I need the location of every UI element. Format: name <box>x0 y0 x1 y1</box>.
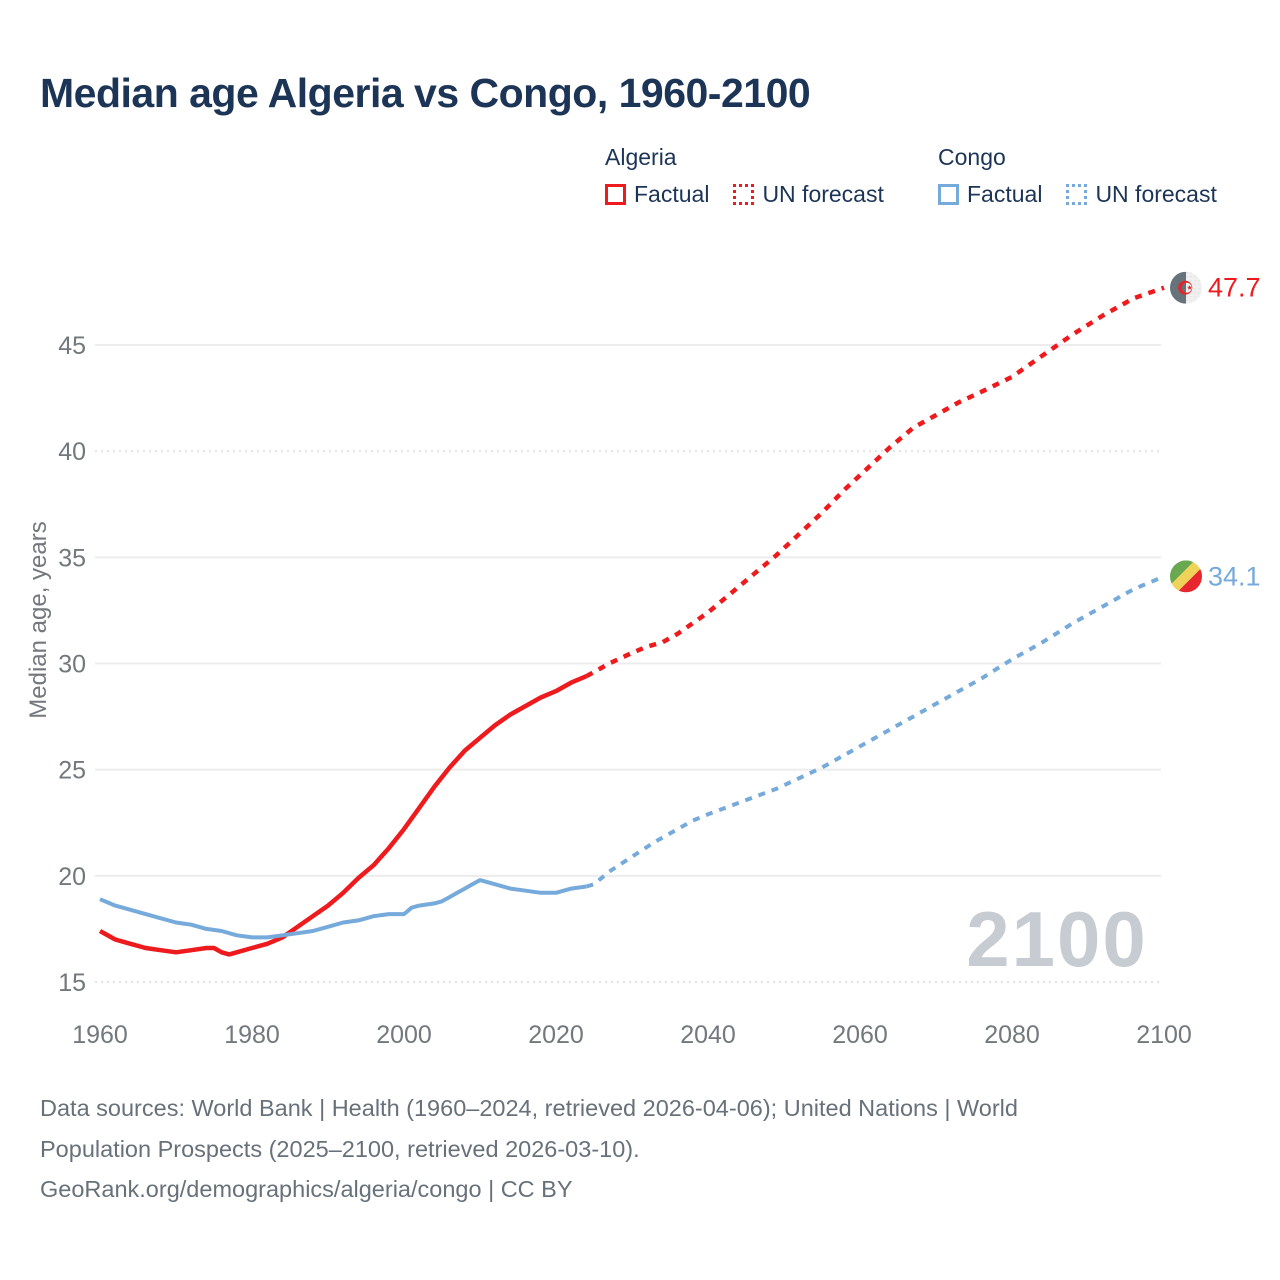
y-tick-label-25: 25 <box>58 757 86 785</box>
series-congo-factual-line <box>99 878 587 940</box>
y-axis-title: Median age, years <box>25 521 52 718</box>
congo-factual-label: Factual <box>967 181 1043 207</box>
y-tick-label-45: 45 <box>58 332 86 360</box>
footer-line-attribution: GeoRank.org/demographics/algeria/congo |… <box>40 1176 573 1202</box>
x-tick-label-2060: 2060 <box>832 1021 888 1049</box>
algeria-flag-icon <box>1170 271 1202 304</box>
y-tick-label-20: 20 <box>58 863 86 891</box>
x-tick-label-1960: 1960 <box>72 1021 128 1049</box>
congo-flag-icon <box>1170 560 1202 593</box>
algeria-factual-label: Factual <box>634 181 710 207</box>
legend-title-congo: Congo <box>938 144 1006 170</box>
y-tick-label-30: 30 <box>58 651 86 679</box>
x-tick-label-2040: 2040 <box>680 1021 736 1049</box>
x-tick-label-1980: 1980 <box>224 1021 280 1049</box>
x-tick-label-2000: 2000 <box>376 1021 432 1049</box>
series-algeria-factual-line <box>98 674 588 957</box>
series-algeria-un-forecast-line <box>585 285 1165 679</box>
x-tick-label-2020: 2020 <box>528 1021 584 1049</box>
algeria-forecast-label: UN forecast <box>762 181 884 207</box>
footer-line-sources: Data sources: World Bank | Health (1960–… <box>40 1095 1018 1121</box>
y-tick-label-40: 40 <box>58 438 86 466</box>
page-title: Median age Algeria vs Congo, 1960-2100 <box>40 70 811 116</box>
x-tick-label-2100: 2100 <box>1136 1021 1192 1049</box>
y-tick-label-35: 35 <box>58 544 86 572</box>
algeria-end-value-label: 47.7 <box>1208 273 1261 303</box>
congo-forecast-swatch-icon <box>1066 184 1088 205</box>
legend-group-algeria: Algeria Factual UN forecast <box>605 144 908 208</box>
footer-line-sources-2: Population Prospects (2025–2100, retriev… <box>40 1135 640 1162</box>
algeria-forecast-swatch-icon <box>733 184 755 205</box>
congo-forecast-label: UN forecast <box>1095 181 1217 207</box>
legend-title-algeria: Algeria <box>605 144 677 170</box>
end-year-watermark: 2100 <box>966 895 1148 983</box>
legend-group-congo: Congo Factual UN forecast <box>938 144 1241 208</box>
algeria-factual-swatch-icon <box>605 184 626 205</box>
y-tick-label-15: 15 <box>58 969 86 997</box>
footer: Data sources: World Bank | Health (1960–… <box>40 1088 1018 1210</box>
congo-factual-swatch-icon <box>938 184 959 205</box>
x-tick-label-2080: 2080 <box>984 1021 1040 1049</box>
series-congo-un-forecast-line <box>585 574 1165 889</box>
congo-end-value-label: 34.1 <box>1208 561 1261 591</box>
